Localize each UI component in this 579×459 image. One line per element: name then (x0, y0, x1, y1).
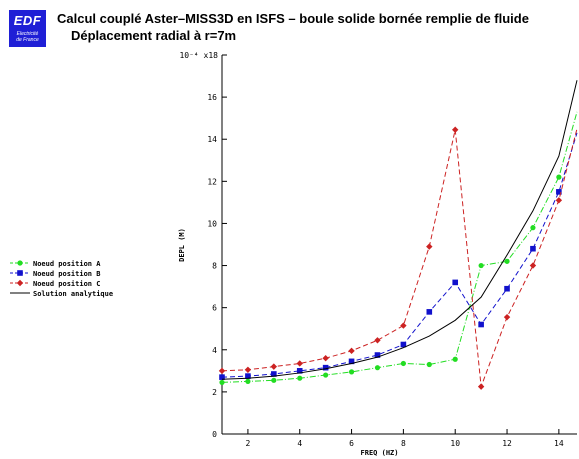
data-point (374, 365, 381, 371)
data-point (323, 372, 329, 378)
data-point (271, 377, 277, 383)
data-point (400, 322, 407, 329)
series-line (221, 132, 578, 378)
data-point (219, 374, 225, 380)
data-point (400, 360, 406, 367)
data-point (348, 358, 355, 365)
data-point (452, 356, 458, 362)
data-point (556, 189, 562, 195)
series-line (221, 80, 578, 380)
page-title: Calcul couplé Aster–MISS3D en ISFS – bou… (57, 11, 529, 26)
y-tick-label: 2 (212, 388, 217, 397)
data-point (245, 373, 251, 379)
y-tick-label: 12 (207, 177, 217, 186)
logo-brand: EDF (13, 13, 42, 28)
y-tick-label: 6 (212, 304, 217, 313)
data-point (504, 285, 510, 292)
legend-item: Noeud position A (10, 260, 101, 268)
series-line (221, 111, 578, 383)
series-3 (218, 126, 578, 390)
data-point (503, 313, 511, 321)
y-tick-label: 8 (212, 262, 217, 271)
data-point (530, 225, 536, 231)
legend-label: Noeud position A (33, 260, 101, 268)
legend-label: Noeud position B (33, 270, 100, 278)
chart-series-layer (218, 80, 578, 390)
series-1 (219, 111, 578, 386)
y-tick-label: 10 (207, 219, 217, 228)
data-point (270, 363, 278, 370)
data-point (556, 174, 562, 180)
data-point (244, 366, 252, 373)
data-point (426, 243, 433, 250)
data-point (504, 258, 510, 264)
data-point (218, 367, 226, 375)
data-point (17, 270, 23, 276)
data-point (529, 262, 537, 269)
series-4 (221, 80, 578, 380)
data-point (348, 369, 355, 375)
data-point (297, 375, 303, 381)
x-tick-label: 10 (450, 439, 460, 448)
y-tick-label: 16 (207, 93, 217, 102)
legend-item: Solution analytique (10, 290, 113, 298)
legend-label: Solution analytique (33, 290, 113, 298)
data-point (426, 361, 432, 368)
y-tick-label: 14 (207, 135, 217, 144)
x-tick-label: 4 (297, 439, 302, 448)
page-subtitle: Déplacement radial à r=7m (71, 28, 237, 43)
legend-item: Noeud position B (10, 270, 100, 278)
legend-item: Noeud position C (10, 279, 100, 288)
y-tick-label: 0 (212, 430, 217, 439)
x-tick-label: 12 (502, 439, 512, 448)
data-point (478, 321, 484, 328)
data-point (296, 368, 303, 374)
logo-line2: de France (16, 37, 39, 43)
x-tick-label: 8 (401, 439, 406, 448)
data-point (374, 337, 381, 344)
data-point (452, 279, 459, 286)
data-point (555, 197, 563, 204)
data-point (530, 245, 536, 252)
data-point (477, 383, 485, 390)
x-tick-label: 6 (349, 439, 354, 448)
logo-line1: Electricité (16, 31, 39, 37)
data-point (271, 371, 277, 377)
chart-legend: Noeud position A Noeud position B Noeud po… (10, 260, 113, 298)
data-point (17, 260, 23, 266)
chart-axes: 0 2 4 6 8 10 12 14 16 10⁻⁴ x18 2 4 6 8 10 12 14 FREQ (HZ)… (178, 51, 577, 457)
data-point (322, 355, 329, 362)
data-point (426, 309, 433, 315)
data-point (374, 352, 381, 358)
data-point (400, 341, 407, 348)
x-axis-label: FREQ (HZ) (361, 449, 399, 457)
series-line (221, 128, 578, 387)
y-exponent-label: 10⁻⁴ x18 (179, 51, 218, 60)
data-point (452, 126, 459, 133)
edf-logo: EDF Electricité de France (9, 10, 46, 47)
data-point (296, 360, 303, 367)
y-axis-label: DEPL (M) (178, 228, 186, 262)
legend-label: Noeud position C (33, 280, 100, 288)
data-point (322, 364, 329, 371)
x-tick-label: 14 (554, 439, 564, 448)
data-point (219, 379, 225, 386)
y-tick-label: 4 (212, 346, 217, 355)
series-2 (219, 132, 578, 380)
data-point (348, 347, 355, 355)
data-point (245, 378, 251, 384)
data-point (16, 279, 24, 287)
data-point (478, 262, 484, 269)
x-tick-label: 2 (245, 439, 250, 448)
